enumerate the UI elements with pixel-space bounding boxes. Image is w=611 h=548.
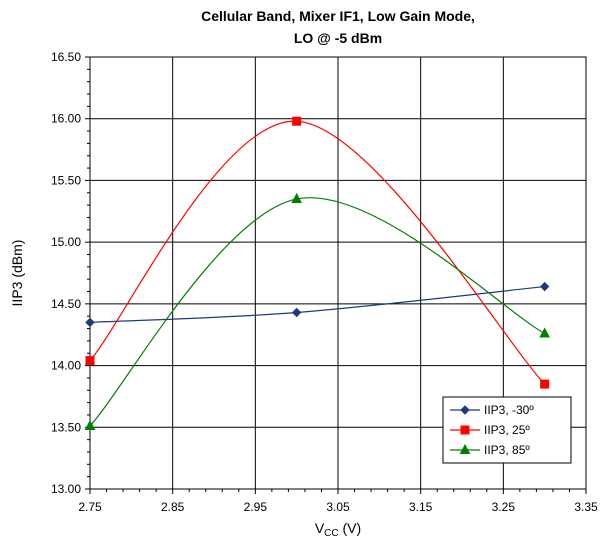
x-tick-label: 3.35 xyxy=(574,500,598,514)
y-tick-label: 15.50 xyxy=(51,173,81,187)
y-tick-label: 14.50 xyxy=(51,297,81,311)
data-point-series-2-1 xyxy=(291,192,302,203)
data-point-series-0-0 xyxy=(85,317,95,328)
legend-label-1: IIP3, 25º xyxy=(484,423,530,437)
x-tick-label: 3.25 xyxy=(492,500,516,514)
x-axis-ticks: 2.75 2.85 2.95 3.05 3.15 3.25 3.35 xyxy=(78,489,598,514)
x-axis-label-subscript: CC xyxy=(324,528,338,539)
chart-title-line-2: LO @ -5 dBm xyxy=(294,30,382,46)
y-tick-label: 13.50 xyxy=(51,420,81,434)
legend: IIP3, -30º IIP3, 25º IIP3, 85º xyxy=(442,396,572,464)
legend-label-2: IIP3, 85º xyxy=(484,443,530,457)
y-tick-label: 15.00 xyxy=(51,235,81,249)
y-axis-ticks: 13.00 13.50 14.00 14.50 15.00 15.50 16.00 16.50 xyxy=(51,50,90,496)
data-point-series-0-1 xyxy=(291,307,302,318)
x-tick-label: 2.95 xyxy=(244,500,268,514)
grid-lines xyxy=(90,57,586,489)
x-axis-label-main: V xyxy=(315,520,325,536)
y-axis-label: IIP3 (dBm) xyxy=(9,240,25,307)
x-axis-label-unit: (V) xyxy=(339,520,362,536)
chart-title-line-1: Cellular Band, Mixer IF1, Low Gain Mode, xyxy=(201,8,475,24)
y-tick-label: 14.00 xyxy=(51,359,81,373)
y-tick-label: 16.50 xyxy=(51,50,81,64)
data-point-series-1-1 xyxy=(292,116,302,126)
x-tick-label: 2.75 xyxy=(78,500,102,514)
legend-label-0: IIP3, -30º xyxy=(484,403,534,417)
legend-marker-1 xyxy=(460,425,470,435)
x-tick-label: 3.15 xyxy=(409,500,433,514)
data-point-series-1-2 xyxy=(540,379,550,389)
data-point-series-2-0 xyxy=(84,419,96,431)
y-tick-label: 16.00 xyxy=(51,112,81,126)
x-axis-label: VCC (V) xyxy=(315,520,361,539)
x-tick-label: 2.85 xyxy=(161,500,185,514)
legend-marker-2 xyxy=(459,443,471,454)
x-tick-label: 3.05 xyxy=(326,500,350,514)
series-group xyxy=(84,116,550,431)
data-point-series-2-2 xyxy=(539,327,550,338)
legend-marker-0 xyxy=(460,405,470,415)
y-tick-label: 13.00 xyxy=(51,482,81,496)
data-point-series-0-2 xyxy=(539,281,550,292)
data-point-series-1-0 xyxy=(85,356,95,366)
